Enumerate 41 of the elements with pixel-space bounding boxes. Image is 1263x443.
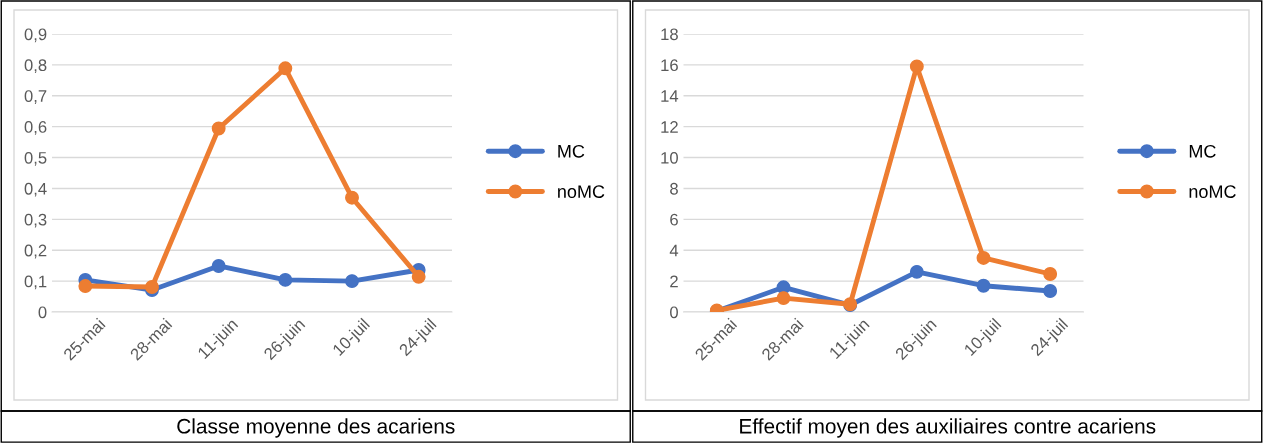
text: Classe moyenne des acariens <box>177 418 455 438</box>
legend-label: noMC <box>558 185 605 198</box>
y-tick-label: 0,8 <box>24 59 47 74</box>
y-tick-label: 0 <box>670 306 678 319</box>
y-tick-label: 0,2 <box>24 244 47 259</box>
legend-label: MC <box>1189 144 1216 158</box>
y-tick-label: 16 <box>661 59 678 72</box>
y-tick-label: 10 <box>661 151 678 164</box>
point <box>345 274 359 289</box>
y-tick-label: 0,6 <box>24 121 47 135</box>
text: Effectif moyen des auxiliaires contre acariens <box>740 418 1156 438</box>
point <box>909 264 924 279</box>
point <box>1043 284 1058 298</box>
point <box>78 279 93 293</box>
y-tick-label: 6 <box>670 213 678 226</box>
point <box>776 291 791 306</box>
y-tick-label: 0,4 <box>24 182 47 197</box>
y-tick-label: 2 <box>670 275 678 288</box>
point <box>976 250 991 265</box>
y-tick-label: 18 <box>661 28 678 41</box>
y-tick-label: 14 <box>661 90 679 102</box>
point <box>278 272 293 287</box>
legend-label: MC <box>558 144 585 158</box>
point <box>345 190 359 205</box>
point <box>211 121 226 136</box>
y-tick-label: 0,7 <box>24 90 47 104</box>
legend-label: noMC <box>1189 185 1236 198</box>
point <box>909 59 924 74</box>
y-tick-label: 12 <box>661 121 678 133</box>
point <box>278 61 293 76</box>
y-tick-label: 0 <box>38 306 47 319</box>
y-tick-label: 4 <box>669 244 679 257</box>
y-tick-label: 0,1 <box>24 275 47 290</box>
point <box>1043 267 1058 281</box>
point <box>211 259 226 273</box>
y-tick-label: 0,9 <box>24 28 47 43</box>
point <box>411 269 426 284</box>
y-tick-label: 0,5 <box>24 151 47 166</box>
y-tick-label: 8 <box>670 182 678 195</box>
point <box>976 278 991 293</box>
y-tick-label: 0,3 <box>24 213 47 228</box>
